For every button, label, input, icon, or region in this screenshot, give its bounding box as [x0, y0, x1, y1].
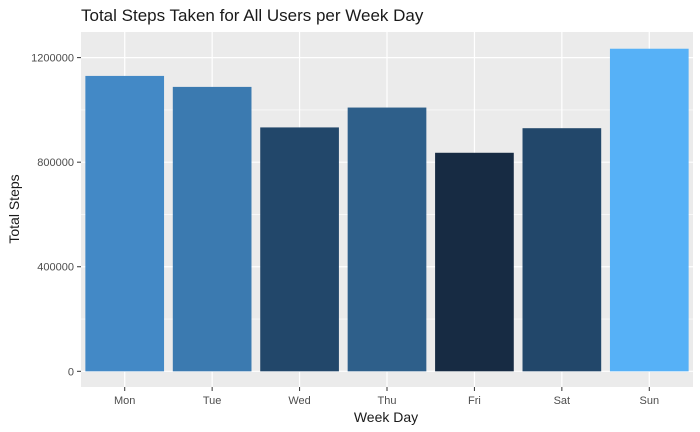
bars [85, 48, 689, 372]
chart-title: Total Steps Taken for All Users per Week… [81, 6, 424, 25]
x-tick-label: Thu [378, 395, 397, 407]
y-axis: 0 400000 800000 1200000 [31, 53, 81, 378]
y-axis-label: Total Steps [6, 174, 22, 243]
x-tick-label: Mon [114, 395, 135, 407]
x-tick-label: Tue [203, 395, 222, 407]
y-tick-label: 800000 [37, 157, 74, 169]
y-tick-label: 0 [68, 366, 74, 378]
bar-sun [609, 48, 689, 372]
x-axis-label: Week Day [354, 409, 418, 425]
bar-mon [85, 75, 165, 372]
bar-sat [522, 128, 602, 372]
bar-wed [260, 127, 339, 372]
y-tick-label: 400000 [37, 262, 74, 274]
x-tick-label: Sat [554, 395, 571, 407]
x-tick-label: Sun [639, 395, 659, 407]
bar-fri [435, 152, 514, 372]
x-tick-label: Fri [468, 395, 481, 407]
y-tick-label: 1200000 [31, 53, 74, 65]
x-tick-label: Wed [288, 395, 310, 407]
bar-tue [172, 86, 252, 372]
bar-thu [347, 107, 427, 372]
x-axis: Mon Tue Wed Thu Fri Sat Sun [114, 387, 659, 407]
